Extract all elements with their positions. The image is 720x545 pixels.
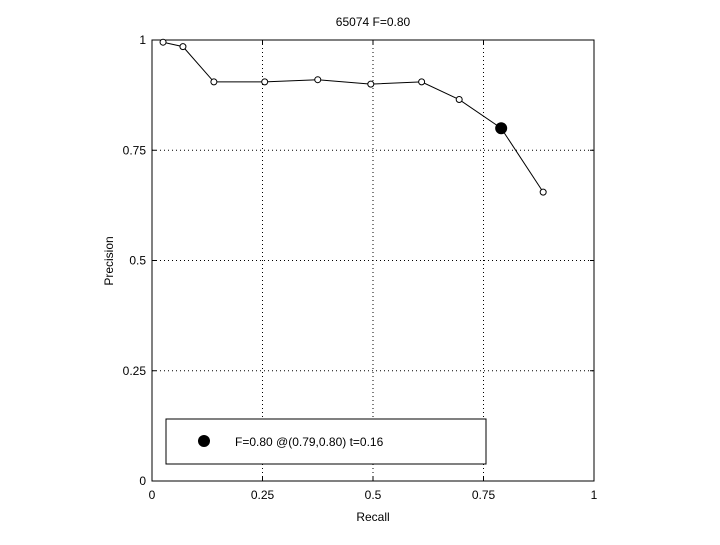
chart-title: 65074 F=0.80 <box>336 15 411 29</box>
x-tick-label: 0 <box>149 488 156 502</box>
x-tick-label: 0.25 <box>251 488 275 502</box>
grid <box>152 40 594 481</box>
y-tick-label: 0.25 <box>123 364 147 378</box>
y-tick-label: 1 <box>139 33 146 47</box>
x-tick-label: 0.75 <box>472 488 496 502</box>
y-axis-label: Precision <box>102 236 116 285</box>
data-point <box>159 38 167 46</box>
y-tick-label: 0 <box>139 474 146 488</box>
data-point <box>455 96 463 104</box>
data-series <box>159 38 547 196</box>
x-tick-label: 0.5 <box>365 488 382 502</box>
data-point <box>179 43 187 51</box>
data-point <box>367 80 375 88</box>
data-point <box>261 78 269 86</box>
legend-marker-icon <box>198 435 210 447</box>
best-f-point-marker <box>495 122 508 135</box>
legend-box <box>165 418 487 465</box>
data-point <box>539 188 547 196</box>
x-tick-label: 1 <box>591 488 598 502</box>
series-line <box>162 41 544 193</box>
legend-label: F=0.80 @(0.79,0.80) t=0.16 <box>235 435 384 449</box>
data-point <box>418 78 426 86</box>
y-tick-label: 0.75 <box>123 143 147 157</box>
axis-ticks: 0 0.25 0.5 0.75 1 0 0.25 0.5 0.75 1 <box>123 33 598 502</box>
data-point <box>314 76 322 84</box>
x-axis-label: Recall <box>356 510 389 524</box>
legend: F=0.80 @(0.79,0.80) t=0.16 <box>165 418 487 465</box>
y-tick-label: 0.5 <box>129 254 146 268</box>
data-point <box>210 78 218 86</box>
